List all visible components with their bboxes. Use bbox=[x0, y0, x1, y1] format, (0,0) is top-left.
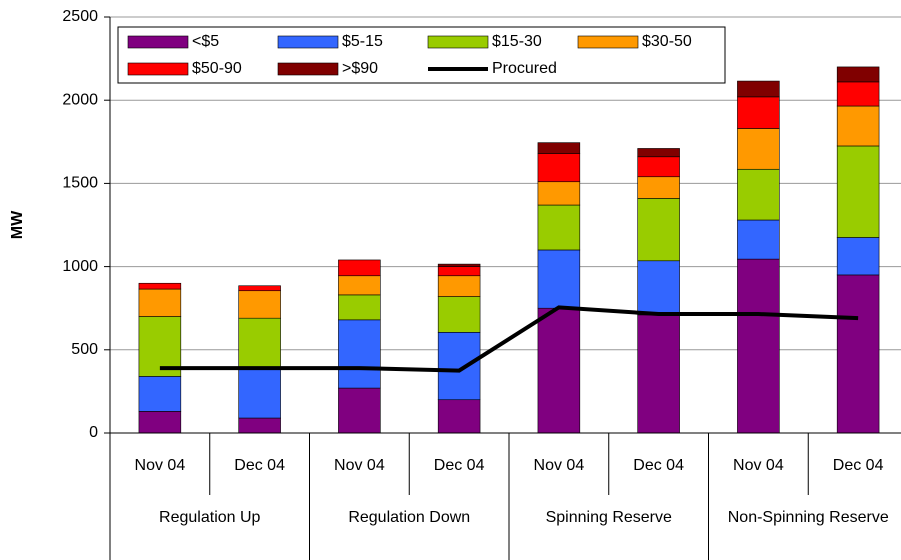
bar-segment bbox=[437, 275, 481, 297]
bar-segment bbox=[836, 237, 880, 276]
bar-segment bbox=[437, 266, 481, 277]
bar-segment bbox=[836, 274, 880, 434]
procured-line bbox=[159, 305, 859, 373]
bar-segment bbox=[637, 148, 680, 158]
bar-segment bbox=[737, 80, 780, 98]
x-tick-label: Nov 04 bbox=[733, 457, 784, 474]
y-tick-label: 0 bbox=[89, 424, 98, 441]
y-tick-label: 1500 bbox=[62, 175, 98, 192]
legend-label: Procured bbox=[492, 60, 557, 77]
legend-label: $30-50 bbox=[642, 33, 692, 50]
bar-segment bbox=[338, 294, 381, 321]
bar-segment bbox=[637, 260, 680, 316]
bar-segment bbox=[138, 282, 182, 290]
legend-label: <$5 bbox=[192, 33, 219, 50]
group-label: Spinning Reserve bbox=[546, 509, 672, 526]
legend-label: $15-30 bbox=[492, 33, 542, 50]
legend-label: $50-90 bbox=[192, 60, 242, 77]
group-label: Regulation Up bbox=[159, 509, 261, 526]
bar-segment bbox=[737, 96, 780, 129]
x-tick-label: Nov 04 bbox=[135, 457, 186, 474]
bar-segment bbox=[138, 376, 182, 412]
bar-segment bbox=[138, 288, 182, 317]
bar-segment bbox=[437, 263, 481, 267]
bar-segment bbox=[338, 259, 381, 277]
bar-segment bbox=[338, 387, 381, 434]
bar-segment bbox=[138, 411, 182, 434]
bar-segment bbox=[737, 168, 780, 221]
bar-segment bbox=[836, 66, 880, 83]
legend-swatch bbox=[277, 35, 339, 49]
group-label: Non-Spinning Reserve bbox=[728, 509, 889, 526]
bar-segment bbox=[537, 249, 581, 309]
bar-segment bbox=[737, 219, 780, 260]
x-tick-label: Dec 04 bbox=[434, 457, 485, 474]
bar-segment bbox=[836, 145, 880, 238]
y-tick-label: 2000 bbox=[62, 91, 98, 108]
bar-segment bbox=[537, 307, 581, 434]
legend-swatch bbox=[577, 35, 639, 49]
bar-segment bbox=[338, 319, 381, 389]
bar-segment bbox=[637, 156, 680, 178]
legend-swatch bbox=[127, 62, 189, 76]
bar-segment bbox=[737, 258, 780, 434]
bar-segment bbox=[238, 285, 281, 292]
bar-segment bbox=[836, 81, 880, 107]
bar-segment bbox=[238, 317, 281, 370]
bar-segment bbox=[537, 153, 581, 183]
bar-segment bbox=[537, 181, 581, 206]
bar-segment bbox=[437, 332, 481, 401]
y-tick-label: 2500 bbox=[62, 8, 98, 25]
x-tick-label: Nov 04 bbox=[334, 457, 385, 474]
bar-segment bbox=[238, 417, 281, 434]
bar-segment bbox=[537, 142, 581, 154]
bar-segment bbox=[637, 314, 680, 434]
y-tick-label: 500 bbox=[71, 341, 98, 358]
bar-segment bbox=[737, 128, 780, 170]
bar-segment bbox=[238, 368, 281, 419]
legend-label: $5-15 bbox=[342, 33, 383, 50]
legend-swatch bbox=[127, 35, 189, 49]
x-tick-label: Dec 04 bbox=[633, 457, 684, 474]
x-tick-label: Nov 04 bbox=[534, 457, 585, 474]
legend-swatch bbox=[427, 35, 489, 49]
bar-segment bbox=[637, 176, 680, 199]
bar-segment bbox=[537, 204, 581, 251]
y-axis-label: MW bbox=[9, 210, 26, 239]
bar-segment bbox=[836, 105, 880, 147]
bar-segment bbox=[437, 399, 481, 434]
bar-segment bbox=[637, 198, 680, 262]
bar-segment bbox=[437, 296, 481, 333]
legend-swatch bbox=[277, 62, 339, 76]
x-tick-label: Dec 04 bbox=[234, 457, 285, 474]
legend-label: >$90 bbox=[342, 60, 378, 77]
group-label: Regulation Down bbox=[348, 509, 470, 526]
y-tick-label: 1000 bbox=[62, 258, 98, 275]
bar-segment bbox=[238, 290, 281, 319]
x-tick-label: Dec 04 bbox=[833, 457, 884, 474]
bar-segment bbox=[338, 275, 381, 296]
